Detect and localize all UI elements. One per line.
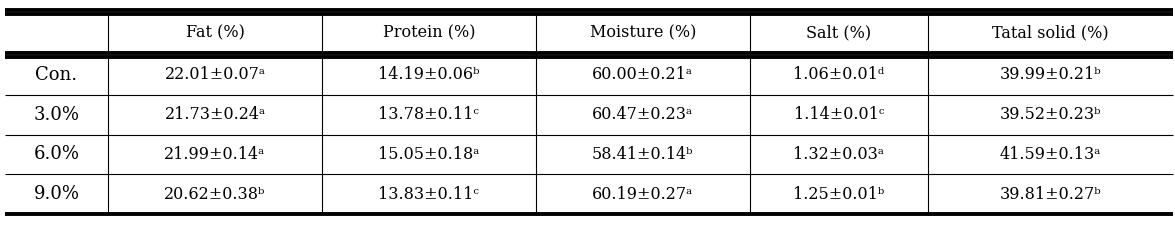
Text: 20.62±0.38ᵇ: 20.62±0.38ᵇ xyxy=(165,186,266,203)
Text: 21.99±0.14ᵃ: 21.99±0.14ᵃ xyxy=(165,146,266,163)
Text: 6.0%: 6.0% xyxy=(33,145,80,163)
Text: 22.01±0.07ᵃ: 22.01±0.07ᵃ xyxy=(165,66,266,83)
Text: Protein (%): Protein (%) xyxy=(383,24,475,41)
Text: Con.: Con. xyxy=(35,66,78,84)
Text: 60.00±0.21ᵃ: 60.00±0.21ᵃ xyxy=(592,66,693,83)
Text: 1.32±0.03ᵃ: 1.32±0.03ᵃ xyxy=(793,146,885,163)
Text: 60.47±0.23ᵃ: 60.47±0.23ᵃ xyxy=(592,106,693,123)
Text: Fat (%): Fat (%) xyxy=(186,24,244,41)
Text: Tatal solid (%): Tatal solid (%) xyxy=(992,24,1109,41)
Text: 1.14±0.01ᶜ: 1.14±0.01ᶜ xyxy=(794,106,884,123)
Text: 58.41±0.14ᵇ: 58.41±0.14ᵇ xyxy=(592,146,693,163)
Text: Moisture (%): Moisture (%) xyxy=(590,24,696,41)
Text: 1.06±0.01ᵈ: 1.06±0.01ᵈ xyxy=(793,66,885,83)
Text: 60.19±0.27ᵃ: 60.19±0.27ᵃ xyxy=(592,186,693,203)
Text: 9.0%: 9.0% xyxy=(33,185,80,203)
Text: 39.81±0.27ᵇ: 39.81±0.27ᵇ xyxy=(1000,186,1101,203)
Text: 15.05±0.18ᵃ: 15.05±0.18ᵃ xyxy=(378,146,479,163)
Text: 13.78±0.11ᶜ: 13.78±0.11ᶜ xyxy=(378,106,479,123)
Text: 3.0%: 3.0% xyxy=(33,106,80,124)
Text: 41.59±0.13ᵃ: 41.59±0.13ᵃ xyxy=(1000,146,1101,163)
Text: 13.83±0.11ᶜ: 13.83±0.11ᶜ xyxy=(378,186,479,203)
Text: 21.73±0.24ᵃ: 21.73±0.24ᵃ xyxy=(165,106,266,123)
Text: 39.99±0.21ᵇ: 39.99±0.21ᵇ xyxy=(1000,66,1101,83)
Text: 14.19±0.06ᵇ: 14.19±0.06ᵇ xyxy=(378,66,479,83)
Text: Salt (%): Salt (%) xyxy=(806,24,872,41)
Text: 1.25±0.01ᵇ: 1.25±0.01ᵇ xyxy=(793,186,885,203)
Text: 39.52±0.23ᵇ: 39.52±0.23ᵇ xyxy=(1000,106,1101,123)
